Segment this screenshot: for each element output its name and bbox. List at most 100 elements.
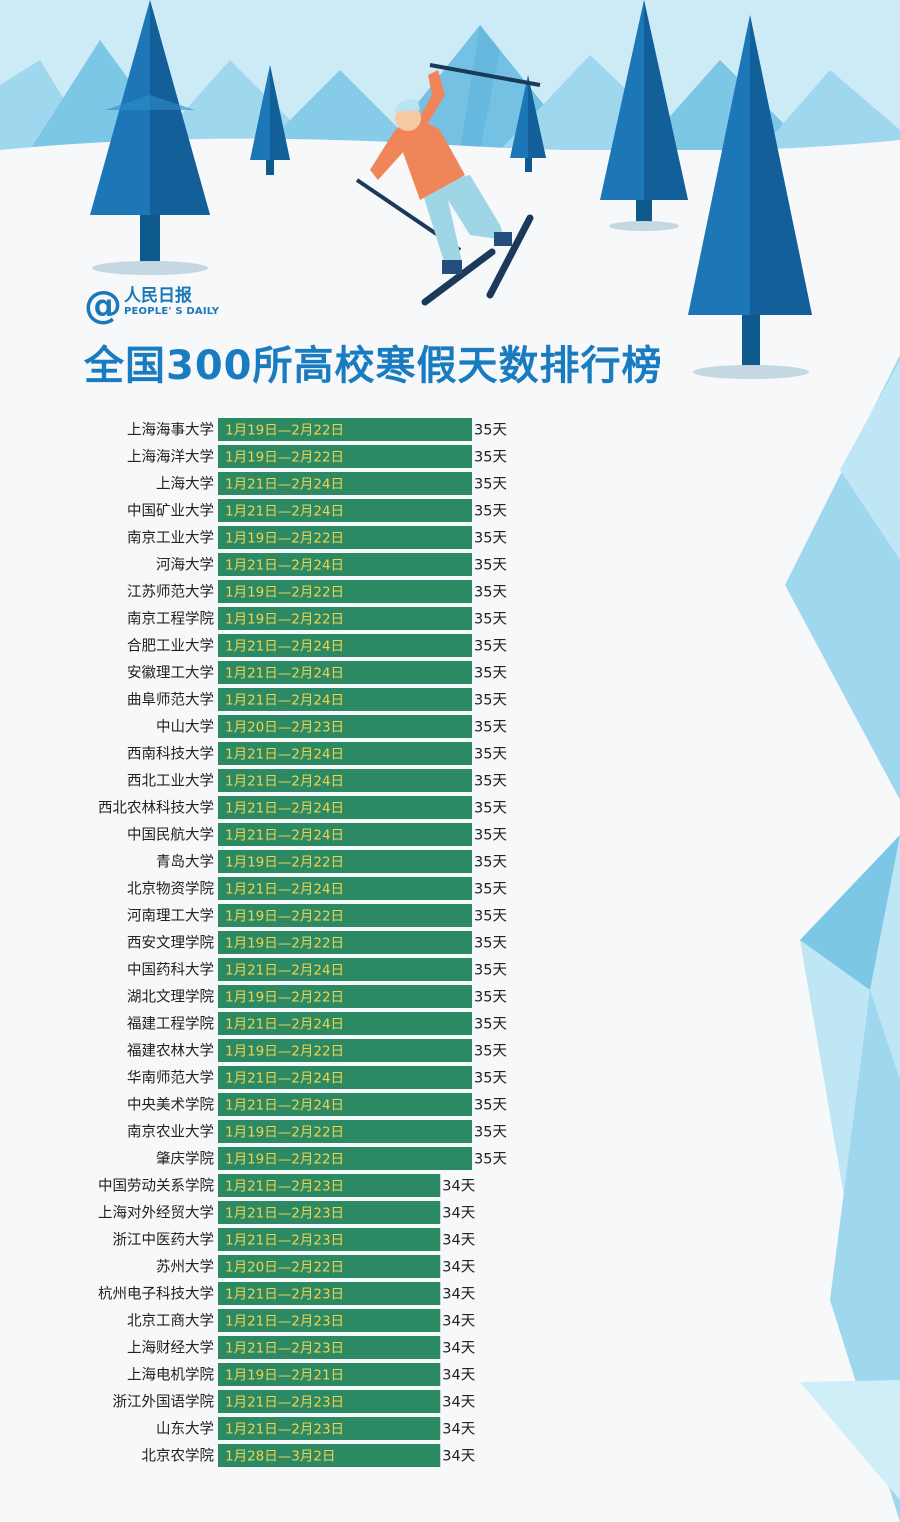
days-value-label: 35天	[474, 504, 507, 520]
days-value-label: 35天	[474, 666, 507, 682]
university-label: 南京工业大学	[127, 530, 214, 547]
days-value-label: 35天	[474, 693, 507, 709]
date-range-label: 1月21日—2月24日	[225, 1017, 344, 1033]
date-range-label: 1月21日—2月23日	[225, 1179, 344, 1195]
bar-31	[218, 1255, 441, 1278]
days-value-label: 35天	[474, 720, 507, 736]
university-label: 西南科技大学	[127, 746, 214, 763]
date-range-label: 1月21日—2月24日	[225, 1098, 344, 1114]
days-value-label: 34天	[442, 1314, 475, 1330]
date-range-label: 1月21日—2月23日	[225, 1314, 344, 1330]
date-range-label: 1月19日—2月22日	[225, 1044, 344, 1060]
university-label: 中国矿业大学	[127, 503, 214, 520]
date-range-label: 1月21日—2月24日	[225, 666, 344, 682]
bar-14	[218, 796, 472, 819]
university-label: 北京物资学院	[127, 881, 214, 898]
university-label: 山东大学	[156, 1421, 214, 1438]
university-label: 中国劳动关系学院	[98, 1178, 214, 1195]
bar-18	[218, 904, 472, 927]
days-value-label: 35天	[474, 612, 507, 628]
days-value-label: 35天	[474, 1098, 507, 1114]
bar-21	[218, 985, 472, 1008]
days-value-label: 34天	[442, 1422, 475, 1438]
tree-right-large	[688, 15, 812, 379]
at-icon: @	[84, 283, 122, 327]
date-range-label: 1月21日—2月24日	[225, 639, 344, 655]
date-range-label: 1月21日—2月24日	[225, 774, 344, 790]
university-label: 华南师范大学	[127, 1070, 214, 1087]
bar-15	[218, 823, 472, 846]
university-label: 上海海洋大学	[127, 449, 214, 466]
days-value-label: 34天	[442, 1395, 475, 1411]
bar-0	[218, 418, 472, 441]
date-range-label: 1月21日—2月23日	[225, 1395, 344, 1411]
brand-name: 人民日报	[124, 286, 192, 306]
university-label: 南京农业大学	[127, 1124, 214, 1141]
university-label: 浙江外国语学院	[113, 1394, 215, 1411]
university-label: 中山大学	[156, 719, 214, 736]
bar-13	[218, 769, 472, 792]
university-label: 北京工商大学	[127, 1313, 214, 1330]
days-value-label: 34天	[442, 1368, 475, 1384]
bar-30	[218, 1228, 441, 1251]
days-value-label: 35天	[474, 774, 507, 790]
bar-17	[218, 877, 472, 900]
university-label: 中国药科大学	[127, 962, 214, 979]
university-label: 北京农学院	[142, 1448, 215, 1465]
days-value-label: 34天	[442, 1206, 475, 1222]
days-value-label: 35天	[474, 747, 507, 763]
date-range-label: 1月21日—2月24日	[225, 504, 344, 520]
days-value-label: 35天	[474, 639, 507, 655]
date-range-label: 1月21日—2月24日	[225, 801, 344, 817]
university-label: 安徽理工大学	[127, 665, 214, 682]
bar-26	[218, 1120, 472, 1143]
bar-37	[218, 1417, 441, 1440]
bar-5	[218, 553, 472, 576]
university-label: 上海海事大学	[127, 422, 214, 439]
ice-decoration-right	[785, 355, 900, 1522]
date-range-label: 1月19日—2月22日	[225, 936, 344, 952]
university-label: 湖北文理学院	[127, 989, 214, 1006]
bar-4	[218, 526, 472, 549]
date-range-label: 1月21日—2月23日	[225, 1287, 344, 1303]
date-range-label: 1月19日—2月22日	[225, 855, 344, 871]
date-range-label: 1月21日—2月23日	[225, 1206, 344, 1222]
tree-small-left	[250, 65, 290, 175]
university-label: 曲阜师范大学	[127, 692, 214, 709]
university-label: 苏州大学	[156, 1259, 214, 1276]
days-value-label: 35天	[474, 1044, 507, 1060]
university-label: 上海财经大学	[127, 1340, 214, 1357]
bar-9	[218, 661, 472, 684]
bar-10	[218, 688, 472, 711]
days-value-label: 34天	[442, 1341, 475, 1357]
university-label: 上海对外经贸大学	[98, 1205, 214, 1222]
bar-27	[218, 1147, 472, 1170]
days-value-label: 35天	[474, 1017, 507, 1033]
date-range-label: 1月21日—2月24日	[225, 828, 344, 844]
days-value-label: 35天	[474, 585, 507, 601]
days-value-label: 35天	[474, 1152, 507, 1168]
date-range-label: 1月21日—2月23日	[225, 1233, 344, 1249]
tree-right-medium	[600, 0, 688, 231]
date-range-label: 1月21日—2月24日	[225, 693, 344, 709]
date-range-label: 1月19日—2月22日	[225, 990, 344, 1006]
university-label: 福建工程学院	[127, 1016, 214, 1033]
days-value-label: 35天	[474, 936, 507, 952]
days-value-label: 35天	[474, 450, 507, 466]
university-label: 福建农林大学	[127, 1043, 214, 1060]
university-label: 浙江中医药大学	[113, 1232, 215, 1249]
university-label: 合肥工业大学	[127, 638, 214, 655]
date-range-label: 1月20日—2月23日	[225, 720, 344, 736]
date-range-label: 1月28日—3月2日	[225, 1449, 335, 1465]
date-range-label: 1月21日—2月24日	[225, 963, 344, 979]
date-range-label: 1月19日—2月22日	[225, 585, 344, 601]
date-range-label: 1月19日—2月22日	[225, 450, 344, 466]
university-label: 中央美术学院	[127, 1097, 214, 1114]
date-range-label: 1月21日—2月24日	[225, 558, 344, 574]
date-range-label: 1月19日—2月22日	[225, 1125, 344, 1141]
days-value-label: 35天	[474, 882, 507, 898]
days-value-label: 35天	[474, 558, 507, 574]
days-value-label: 35天	[474, 477, 507, 493]
bar-3	[218, 499, 472, 522]
